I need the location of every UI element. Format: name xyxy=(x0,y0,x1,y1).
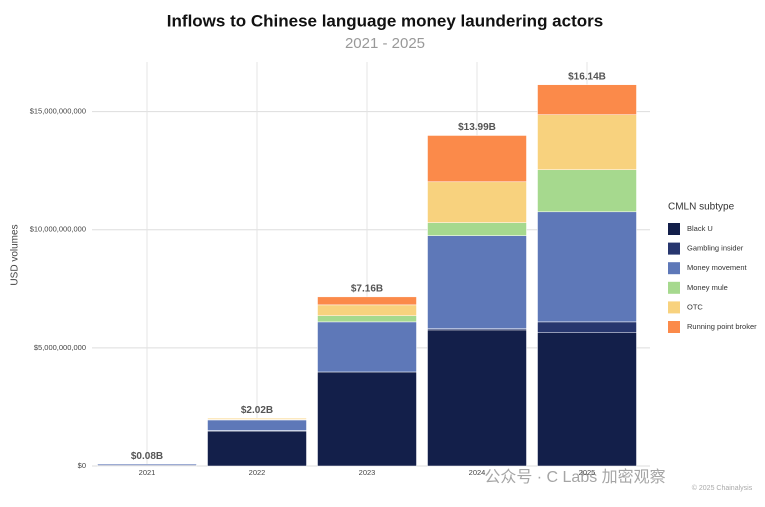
legend-label: Black U xyxy=(687,224,713,233)
bar-segment xyxy=(537,114,637,170)
credit: © 2025 Chainalysis xyxy=(692,484,753,492)
legend-swatch xyxy=(668,223,680,235)
y-tick-label: $5,000,000,000 xyxy=(34,343,86,352)
bar-segment xyxy=(537,332,637,467)
bar-segment xyxy=(317,315,417,323)
legend-swatch xyxy=(668,262,680,275)
bar-segment xyxy=(207,430,307,467)
bar-segment xyxy=(317,321,417,373)
bar-segment xyxy=(427,135,527,183)
legend-swatch xyxy=(668,301,680,314)
total-label: $7.16B xyxy=(351,283,383,294)
legend-swatch xyxy=(668,321,680,333)
total-label: $2.02B xyxy=(241,405,273,416)
bar-segment xyxy=(207,419,307,431)
legend-label: OTC xyxy=(687,302,703,311)
bar-segment xyxy=(317,304,417,316)
y-axis-label: USD volumes xyxy=(10,224,21,285)
legend-swatch xyxy=(668,281,680,294)
y-tick-label: $10,000,000,000 xyxy=(30,225,86,234)
bar-segment xyxy=(427,235,527,329)
total-label: $13.99B xyxy=(458,122,496,133)
total-label: $16.14B xyxy=(568,71,606,82)
bar-segment xyxy=(537,84,637,115)
bar-segment xyxy=(427,181,527,223)
legend-label: Money mule xyxy=(687,283,728,292)
bar-segment xyxy=(537,321,637,334)
x-tick-label: 2021 xyxy=(139,468,156,477)
x-tick-label: 2025 xyxy=(579,468,596,477)
bar-segment xyxy=(427,222,527,236)
x-tick-label: 2023 xyxy=(359,468,376,477)
bar-segment xyxy=(317,371,417,467)
x-tick-label: 2022 xyxy=(249,468,266,477)
bar-segment xyxy=(537,211,637,323)
bar-segment xyxy=(317,296,417,306)
watermark: 公众号 · C Labs 加密观察 xyxy=(484,468,665,486)
legend-title: CMLN subtype xyxy=(668,202,735,213)
bar-segment xyxy=(427,329,527,467)
chart-subtitle: 2021 - 2025 xyxy=(345,35,425,52)
legend-label: Money movement xyxy=(687,263,748,272)
chart-title: Inflows to Chinese language money launde… xyxy=(167,11,603,30)
bar-segment xyxy=(207,418,307,420)
total-label: $0.08B xyxy=(131,451,163,462)
legend-label: Running point broker xyxy=(687,322,757,331)
legend-swatch xyxy=(668,242,680,255)
y-tick-label: $0 xyxy=(78,461,86,470)
bar-segment xyxy=(537,169,637,213)
legend-label: Gambling insider xyxy=(687,244,744,253)
bar-segment xyxy=(97,463,197,466)
x-tick-label: 2024 xyxy=(469,468,486,477)
y-tick-label: $15,000,000,000 xyxy=(30,107,86,116)
